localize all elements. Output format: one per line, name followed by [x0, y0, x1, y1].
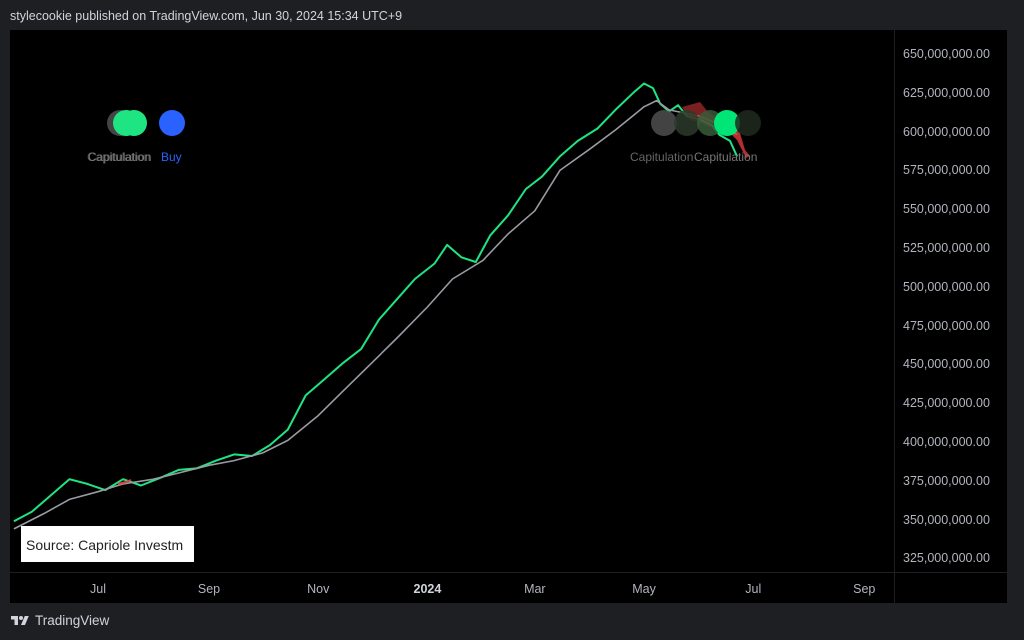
- chart-plot-area[interactable]: Capitulation Capitulation Buy Capitulation C…: [10, 30, 894, 572]
- y-tick-label: 325,000,000.00: [903, 551, 990, 566]
- source-label: Source: Capriole Investm: [21, 526, 194, 562]
- signal-label-1: Capitulation: [88, 150, 151, 164]
- footer-brand[interactable]: TradingView: [10, 613, 109, 628]
- y-tick-label: 400,000,000.00: [903, 435, 990, 449]
- series-line-1: [13, 99, 738, 530]
- x-tick-label: Jul: [90, 582, 106, 596]
- y-tick-label: 625,000,000.00: [903, 85, 990, 100]
- signal-label-4: Capitulation: [694, 150, 757, 164]
- y-tick-label: 450,000,000.00: [903, 357, 990, 372]
- footer-brand-label: TradingView: [35, 613, 110, 628]
- signal-dot-3: [159, 110, 185, 136]
- y-tick-label: 525,000,000.00: [903, 241, 990, 255]
- publish-header: stylecookie published on TradingView.com…: [10, 9, 403, 23]
- x-tick-label: Mar: [524, 582, 546, 596]
- y-tick-label: 650,000,000.00: [903, 47, 990, 61]
- signal-dot-2: [121, 110, 147, 136]
- x-tick-label: Nov: [307, 582, 330, 596]
- signal-label-2: Buy: [161, 150, 182, 164]
- y-tick-label: 550,000,000.00: [903, 202, 990, 217]
- y-tick-label: 600,000,000.00: [903, 124, 990, 139]
- signal-marker-1: [674, 110, 700, 136]
- red-fill-jun: [730, 127, 750, 158]
- signal-marker-3: [714, 110, 740, 136]
- x-tick-label: Jul: [745, 582, 762, 596]
- signal-marker-4: [735, 110, 761, 136]
- x-tick-label: Sep: [197, 582, 221, 596]
- y-axis[interactable]: 650,000,000.00 625,000,000.00 600,000,000.…: [895, 30, 1007, 572]
- signal-label-3: Capitulation: [630, 150, 693, 164]
- y-tick-label: 425,000,000.00: [903, 396, 990, 411]
- y-tick-label: 500,000,000.00: [903, 279, 990, 294]
- x-tick-label: May: [632, 582, 656, 596]
- y-tick-label: 575,000,000.00: [903, 163, 990, 178]
- y-tick-label: 350,000,000.00: [903, 512, 990, 527]
- x-tick-label: 2024: [413, 582, 442, 596]
- x-tick-label: Sep: [853, 582, 876, 596]
- x-axis[interactable]: Jul Sep Nov 2024 Mar May Jul Sep: [10, 573, 894, 603]
- signal-label-0: Capitulation: [87, 150, 150, 164]
- tradingview-logo-icon: [11, 615, 29, 625]
- y-tick-label: 475,000,000.00: [903, 318, 990, 333]
- axis-corner: [895, 573, 1007, 603]
- red-segment-jul: [117, 479, 132, 485]
- y-tick-label: 375,000,000.00: [903, 473, 990, 488]
- signal-marker-0: [651, 110, 677, 136]
- source-label-text: Source: Capriole Investm: [26, 537, 184, 553]
